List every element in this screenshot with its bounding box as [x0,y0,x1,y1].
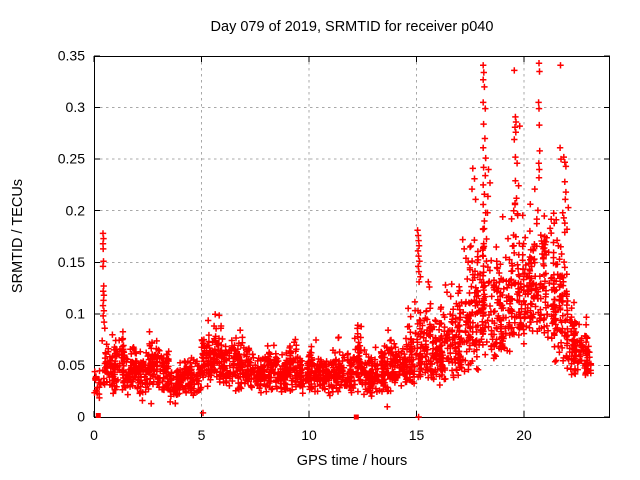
data-series [91,60,595,421]
y-tick-label: 0 [77,409,85,425]
plot-frame [94,56,610,418]
y-tick-label: 0.35 [58,48,85,64]
y-tick-label: 0.1 [66,305,86,321]
y-tick-label: 0.25 [58,151,85,167]
axis-square-markers [95,413,359,420]
x-tick-labels: 0 5 10 15 20 [90,427,532,443]
x-tick-label: 5 [198,427,206,443]
y-axis-label: SRMTID / TECUs [10,179,26,293]
data-points [91,60,595,421]
tick-marks [93,55,610,418]
y-tick-label: 0.2 [66,202,86,218]
y-tick-label: 0.3 [66,99,86,115]
x-tick-label: 0 [90,427,98,443]
x-tick-label: 10 [301,427,317,443]
x-tick-label: 15 [409,427,425,443]
x-tick-label: 20 [516,427,532,443]
y-tick-labels: 0 0.05 0.1 0.15 0.2 0.25 0.3 0.35 [58,48,85,425]
x-axis-label: GPS time / hours [297,453,407,469]
y-tick-label: 0.15 [58,254,85,270]
y-tick-label: 0.05 [58,357,85,373]
chart-title: Day 079 of 2019, SRMTID for receiver p04… [211,19,494,35]
